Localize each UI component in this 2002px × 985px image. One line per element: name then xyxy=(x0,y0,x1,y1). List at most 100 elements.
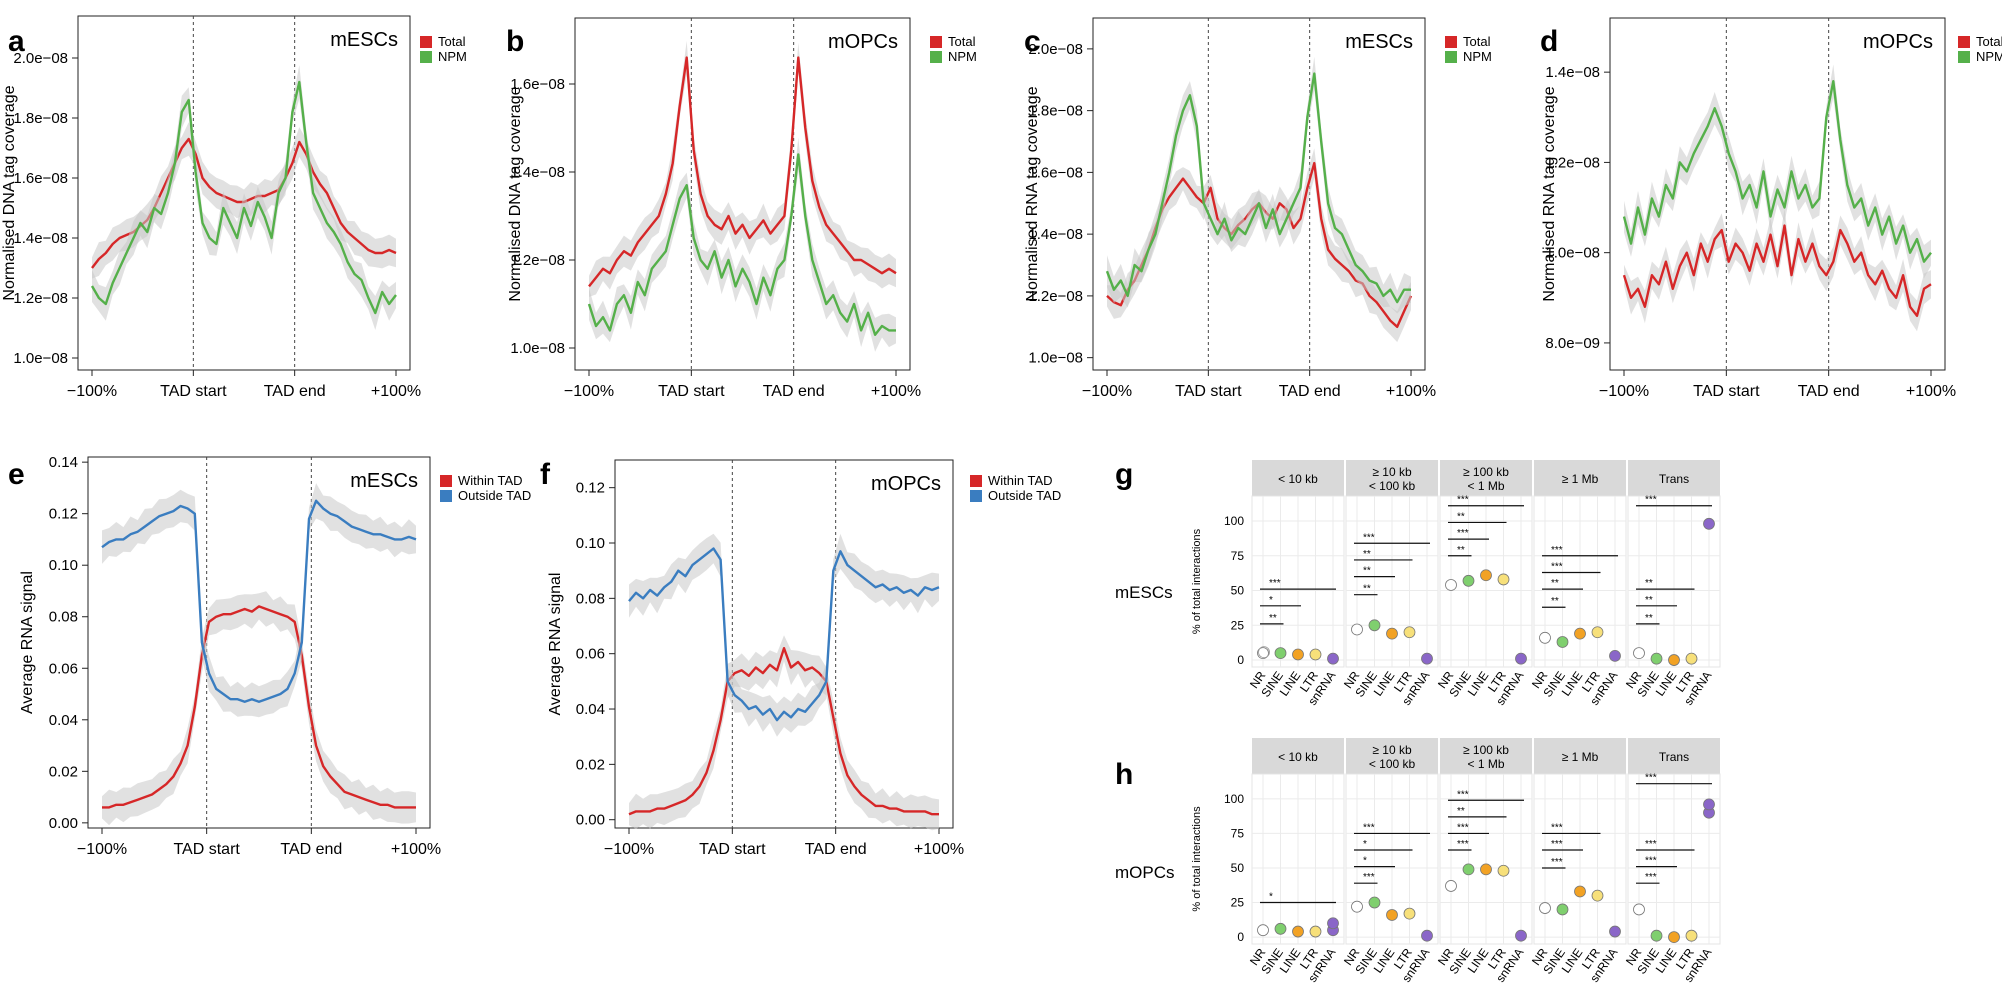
significance-label: *** xyxy=(1551,839,1563,850)
data-point xyxy=(1351,900,1363,913)
y-tick-label: 75 xyxy=(1231,826,1245,840)
significance-label: *** xyxy=(1645,839,1657,850)
y-tick-label: 25 xyxy=(1231,618,1245,632)
data-point xyxy=(1497,573,1510,586)
facet-label: ≥ 10 kb xyxy=(1372,743,1412,757)
data-point xyxy=(1274,922,1287,935)
y-tick-label: 0.14 xyxy=(49,454,78,471)
significance-label: *** xyxy=(1551,857,1563,868)
significance-label: *** xyxy=(1457,495,1469,506)
confidence-ribbon xyxy=(1624,208,1931,332)
legend-swatch xyxy=(1958,36,1970,48)
data-point xyxy=(1421,652,1433,665)
series-line xyxy=(628,647,939,816)
facet-label: < 10 kb xyxy=(1278,750,1318,764)
facet-label: < 100 kb xyxy=(1369,757,1416,771)
y-tick-label: 1.8e−08 xyxy=(1028,103,1083,120)
data-point xyxy=(1633,647,1645,659)
facet-label: ≥ 100 kb xyxy=(1463,465,1509,479)
y-tick-label: 0.10 xyxy=(576,535,605,552)
plot-frame xyxy=(1609,17,1946,371)
y-tick-label: 1.2e−08 xyxy=(510,252,565,269)
y-tick-label: 0.04 xyxy=(49,712,78,729)
confidence-ribbon xyxy=(629,635,939,831)
facet-strip xyxy=(1628,738,1720,774)
facet-label: < 100 kb xyxy=(1369,479,1416,493)
legend-label: Outside TAD xyxy=(988,488,1061,503)
legend-label: NPM xyxy=(438,49,467,64)
y-tick-label: 0.02 xyxy=(49,763,78,780)
confidence-ribbon xyxy=(589,137,896,352)
data-point xyxy=(1633,903,1645,916)
y-tick-label: 0.10 xyxy=(49,557,78,574)
facet-label: Trans xyxy=(1659,750,1689,764)
chart-title: mESCs xyxy=(330,29,398,51)
y-axis-label: % of total interactions xyxy=(1191,528,1203,634)
facet-label: < 1 Mb xyxy=(1467,479,1504,493)
series-line xyxy=(101,499,417,703)
x-tick-label: +100% xyxy=(1906,383,1956,400)
legend-swatch xyxy=(970,475,982,487)
legend-swatch xyxy=(420,51,432,63)
x-tick-label: −100% xyxy=(1599,383,1649,400)
y-tick-label: 0.00 xyxy=(576,812,605,829)
facet: ≥ 10 kb< 100 kb*********NRSINELINELTRsnR… xyxy=(1341,460,1439,708)
x-tick-label: −100% xyxy=(564,383,614,400)
x-tick-label: −100% xyxy=(604,841,654,858)
legend-label: Within TAD xyxy=(458,473,523,488)
facet-label: Trans xyxy=(1659,472,1689,486)
data-point xyxy=(1556,903,1569,916)
series-line xyxy=(587,153,896,336)
data-point xyxy=(1539,631,1551,644)
data-point xyxy=(1650,652,1663,665)
data-point xyxy=(1386,909,1398,921)
data-point xyxy=(1292,925,1304,938)
data-point xyxy=(1539,902,1551,914)
x-tick-label: −100% xyxy=(1082,383,1132,400)
y-axis-label: Normalised DNA tag coverage xyxy=(507,86,524,301)
x-tick-label: TAD end xyxy=(280,841,342,858)
data-point xyxy=(1556,636,1569,648)
data-point xyxy=(1515,929,1527,942)
x-tick-label: TAD start xyxy=(658,383,725,400)
y-tick-label: 1.6e−08 xyxy=(510,76,565,93)
data-point xyxy=(1445,880,1457,892)
data-point xyxy=(1309,648,1322,661)
data-point xyxy=(1258,646,1270,658)
data-point xyxy=(1462,574,1475,587)
legend-swatch xyxy=(420,36,432,48)
chart-title: mESCs xyxy=(350,470,418,492)
x-tick-label: TAD start xyxy=(173,841,240,858)
facet-label: < 10 kb xyxy=(1278,472,1318,486)
data-point xyxy=(1703,517,1715,530)
data-point xyxy=(1574,627,1586,640)
significance-label: *** xyxy=(1363,872,1375,883)
x-tick-label: +100% xyxy=(871,383,921,400)
row-label: mESCs xyxy=(1115,583,1173,602)
data-point xyxy=(1591,626,1604,639)
x-tick-label: TAD start xyxy=(1175,383,1242,400)
x-tick-label: +100% xyxy=(914,841,964,858)
series-total xyxy=(588,40,897,298)
panel-h: h mOPCs % of total interactions 0 25 50 75 100 <… xyxy=(1115,738,1721,985)
data-point xyxy=(1274,647,1287,659)
data-point xyxy=(1591,889,1604,902)
y-tick-label: 1.6e−08 xyxy=(1028,164,1083,181)
data-point xyxy=(1368,619,1381,632)
x-tick-label: −100% xyxy=(77,841,127,858)
plot-frame xyxy=(1092,17,1426,371)
y-tick-label: 25 xyxy=(1231,896,1245,910)
data-point xyxy=(1480,863,1492,876)
series-line xyxy=(588,56,897,288)
chart-title: mESCs xyxy=(1345,31,1413,53)
legend-swatch xyxy=(440,490,452,502)
data-point xyxy=(1480,569,1492,582)
data-point xyxy=(1445,579,1457,591)
panel-b: b 1.0e−08 1.2e−08 1.4e−08 1.6e−08 −100% TAD st… xyxy=(506,17,977,400)
y-tick-label: 0.12 xyxy=(49,506,78,523)
data-point xyxy=(1609,925,1621,938)
